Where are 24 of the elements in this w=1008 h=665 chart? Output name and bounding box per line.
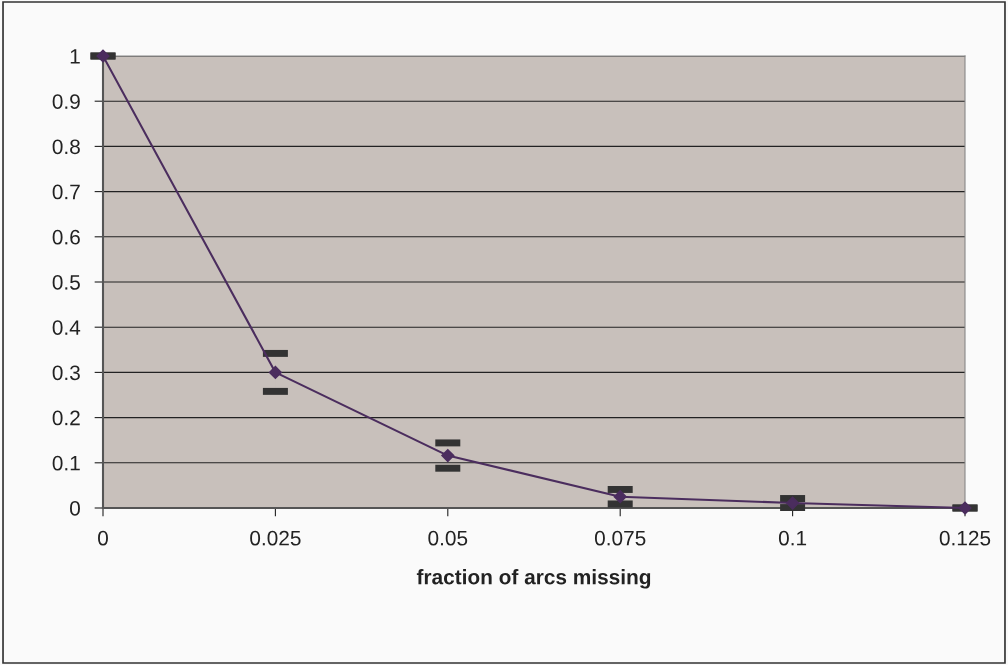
point xyxy=(96,49,110,63)
y-tick-label: 0.1 xyxy=(52,455,80,471)
x-tick-label: 0.025 xyxy=(250,530,301,546)
y-tick-label: 0.9 xyxy=(52,94,80,109)
y-tick-label: 0.3 xyxy=(52,365,80,381)
x-axis-title: fraction of arcs missing xyxy=(416,569,651,589)
y-tick-label: 0.4 xyxy=(52,320,81,335)
x-tick-label: 0.1 xyxy=(778,530,807,546)
y-tick-label: 1 xyxy=(70,49,80,64)
x-tick-label: 0.125 xyxy=(939,530,991,546)
x-tick-label: 0.05 xyxy=(428,530,468,546)
point xyxy=(613,490,627,504)
y-tick-label: 0.5 xyxy=(52,275,80,290)
y-tick-label: 0.6 xyxy=(52,229,80,245)
point xyxy=(441,448,455,463)
y-tick-label: 0.7 xyxy=(52,184,80,200)
point xyxy=(786,496,800,510)
y-tick-label: 0.8 xyxy=(52,139,80,155)
x-tick-label: 0 xyxy=(98,530,108,546)
point xyxy=(958,501,972,515)
x-tick-label: 0.075 xyxy=(594,530,646,546)
y-tick-label: 0.2 xyxy=(52,410,80,426)
point xyxy=(268,365,282,379)
y-tick-label: 0 xyxy=(70,501,80,516)
